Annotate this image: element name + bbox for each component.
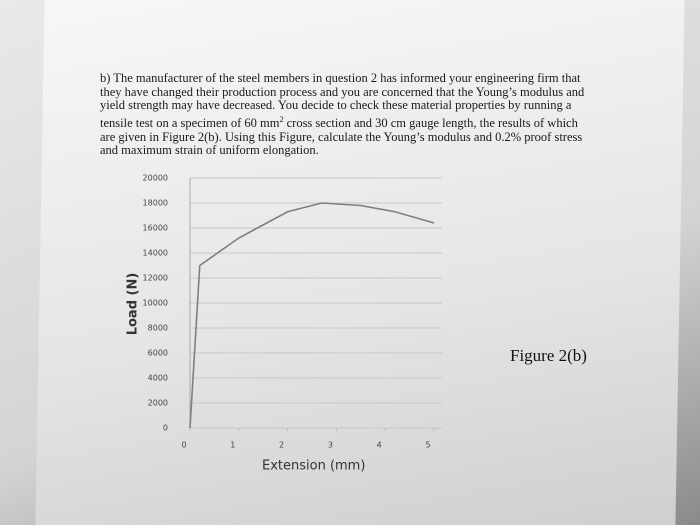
- x-tick-label: 3: [328, 441, 333, 450]
- text-line: are given in Figure 2(b). Using this Fig…: [100, 129, 583, 144]
- y-tick-label: 0: [163, 424, 168, 433]
- y-axis-label: Load (N): [126, 273, 141, 336]
- y-tick-label: 16000: [143, 224, 168, 233]
- text-line: and maximum strain of uniform elongation…: [100, 143, 319, 158]
- y-tick-label: 14000: [143, 249, 168, 258]
- y-tick-label: 6000: [148, 349, 168, 358]
- y-tick-label: 18000: [143, 199, 168, 208]
- y-tick-label: 10000: [143, 299, 168, 308]
- superscript: 2: [279, 114, 284, 124]
- text-line: yield strength may have decreased. You d…: [100, 98, 572, 113]
- text-span: tensile test on a specimen of 60 mm: [100, 115, 280, 130]
- x-tick-label: 1: [230, 441, 235, 450]
- x-tick-label: 2: [279, 441, 284, 450]
- text-span: cross section and 30 cm gauge length, th…: [283, 115, 578, 130]
- data-line: [189, 202, 435, 429]
- y-tick-label: 20000: [143, 174, 168, 183]
- y-tick-label: 8000: [148, 324, 168, 333]
- x-tick-label: 5: [425, 441, 430, 450]
- question-text: b) The manufacturer of the steel members…: [100, 71, 660, 158]
- x-axis-label: Extension (mm): [262, 459, 365, 474]
- figure-caption: Figure 2(b): [510, 346, 587, 365]
- y-tick-label: 12000: [143, 274, 168, 283]
- y-tick-label: 4000: [148, 374, 168, 383]
- x-tick-label: 4: [377, 441, 382, 450]
- y-tick-label: 2000: [148, 399, 168, 408]
- text-line: b) The manufacturer of the steel members…: [100, 71, 581, 85]
- text-line: tensile test on a specimen of 60 mm2 cro…: [100, 113, 660, 131]
- x-tick-label: 0: [181, 441, 186, 450]
- text-line: they have changed their production proce…: [100, 84, 585, 99]
